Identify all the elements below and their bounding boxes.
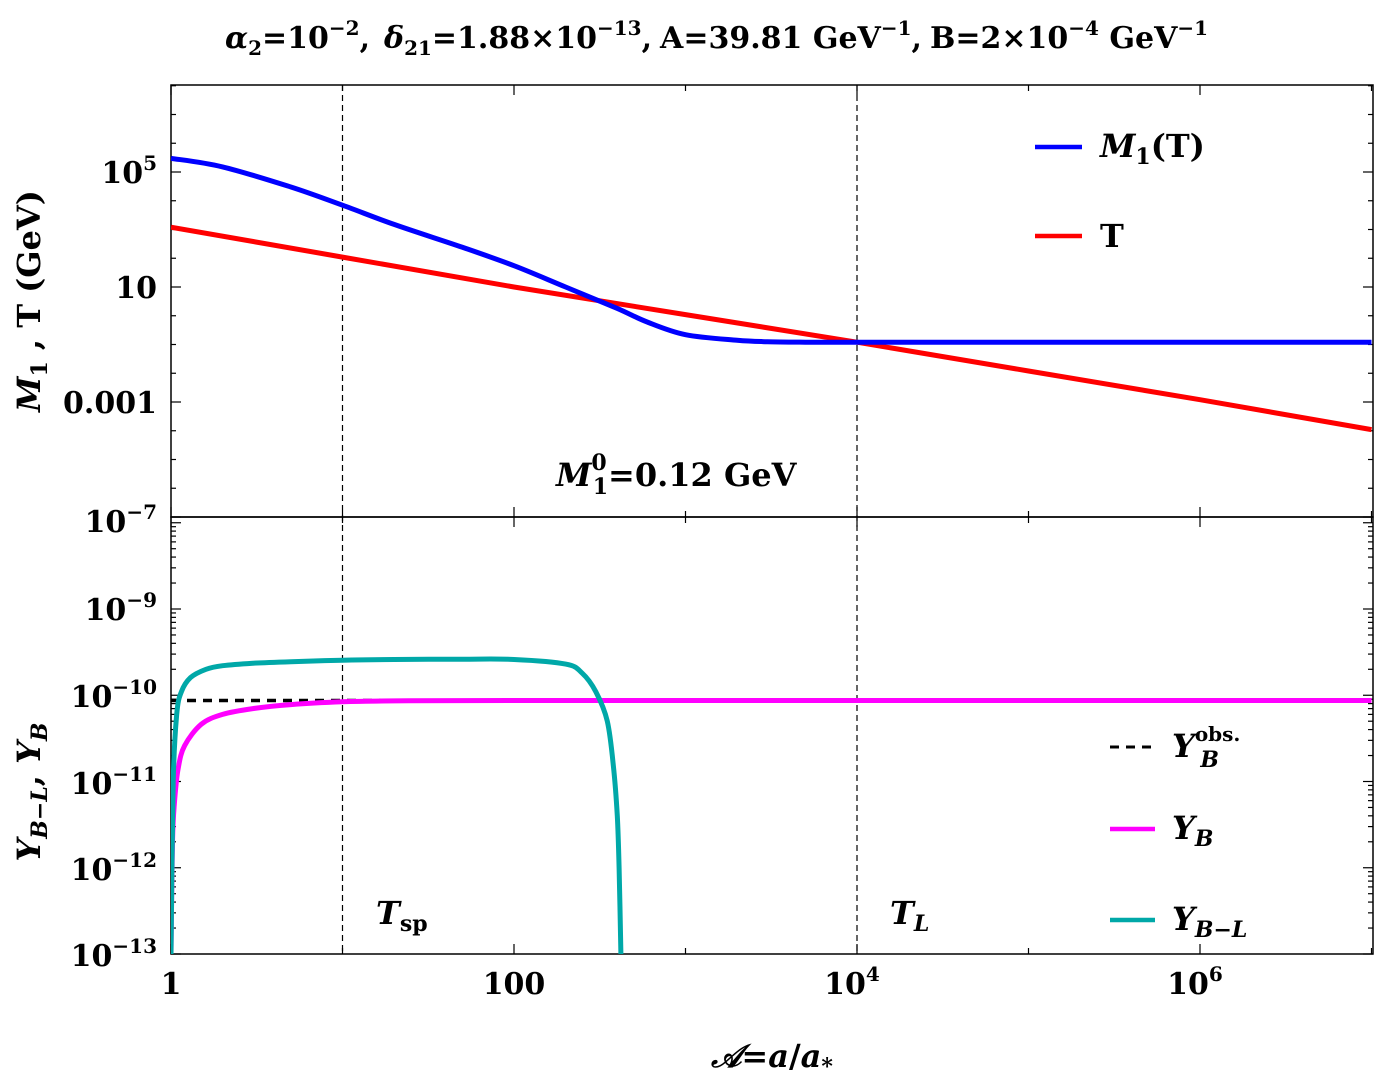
legend-label-T: T (1100, 217, 1124, 255)
top-ytick-label: 105 (101, 151, 157, 191)
bottom-ytick-label: 10−12 (71, 848, 157, 888)
xtick-label: 106 (1167, 962, 1223, 1002)
legend-label-M1: M1(T) (1099, 127, 1205, 170)
threshold-lines (341, 85, 858, 954)
bottom-panel-frame (170, 516, 1374, 955)
T-L-annotation: TL (890, 894, 929, 937)
top-ytick-label: 10 (115, 271, 157, 306)
bottom-ytick-label: 10−13 (71, 934, 157, 974)
bottom-ytick-label: 10−10 (71, 675, 157, 715)
xtick-label: 104 (824, 962, 880, 1002)
series-line-YBL (171, 656, 624, 954)
legend-label-YB: YB (1172, 809, 1213, 852)
bottom-y-axis-label: YB−L, YB (10, 722, 53, 861)
top-ytick-label: 0.001 (63, 386, 157, 421)
legend-label-YB-obs: Yobs. B (1172, 722, 1240, 773)
xtick-label: 100 (483, 967, 546, 1002)
xtick-label: 1 (161, 967, 182, 1002)
mass-annotation: M0 1=0.12 GeV (555, 450, 798, 500)
legend-label-YBL: YB−L (1172, 900, 1247, 943)
top-ytick-label: 10−7 (85, 500, 157, 540)
x-axis-label: 𝒜=a/a* (710, 1037, 833, 1080)
chart-title: α2=10−2, δ21=1.88×10−13, A=39.81 GeV−1, B=2… (225, 16, 1208, 60)
series-line-YB (171, 697, 1372, 954)
series-line-M1 (171, 155, 1372, 345)
bottom-ytick-label: 10−9 (85, 588, 157, 628)
bottom-ytick-label: 10−11 (71, 762, 157, 802)
T-sp-annotation: Tsp (376, 894, 428, 937)
top-y-axis-label: M1 , T (GeV) (10, 190, 53, 413)
series-line-T (171, 224, 1372, 433)
